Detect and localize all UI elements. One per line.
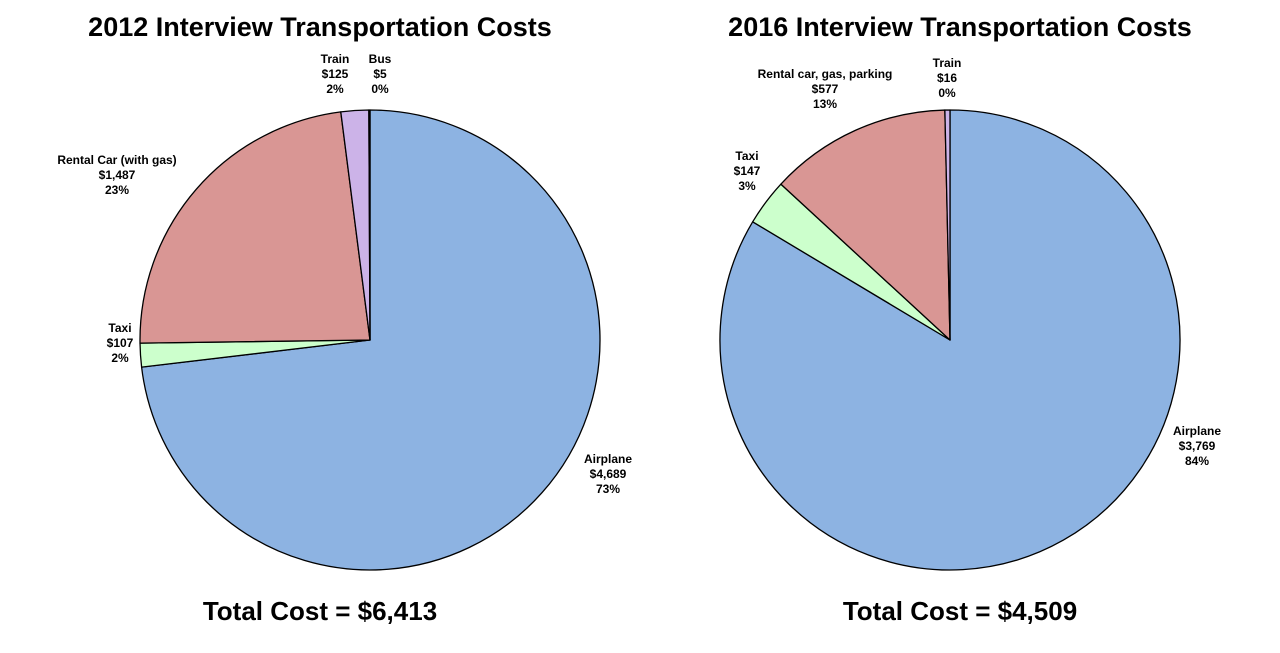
slice-label-value: $16 [936,71,958,85]
pie-slice-airplane [140,109,601,571]
slice-label-value: $5 [373,67,387,81]
pie-slice-train [944,109,951,341]
slice-label: Rental car, gas, parking $577 13% [758,67,893,112]
slice-label: Taxi $147 3% [734,149,761,194]
slice-label-percent: 84% [1184,454,1210,468]
slice-label-percent: 73% [595,482,621,496]
slice-label-name: Rental Car (with gas) [57,153,177,167]
pie-slice-rental-car-gas-parking [780,109,951,341]
slice-label: Taxi $107 2% [107,321,134,366]
slice-label-value: $125 [321,67,349,81]
slice-label-name: Train [320,52,350,66]
slice-label-name: Bus [368,52,392,66]
pie-2012 [139,109,601,571]
pie-slice-airplane [719,109,1181,571]
slice-label-value: $3,769 [1178,439,1216,453]
slice-label: Rental Car (with gas) $1,487 23% [57,153,176,198]
chart-2012: 2012 Interview Transportation Costs Airp… [57,12,632,626]
slice-label: Bus $5 0% [369,52,392,97]
total-cost: Total Cost = $4,509 [842,596,1078,626]
slice-label-value: $107 [106,336,134,350]
chart-title: 2016 Interview Transportation Costs [728,12,1192,42]
slice-label-percent: 23% [104,183,130,197]
slice-label-percent: 0% [371,82,389,96]
slice-label-value: $1,487 [98,168,136,182]
slice-label-percent: 3% [738,179,756,193]
chart-2016: 2016 Interview Transportation Costs Airp… [640,0,1280,653]
chart-title: 2012 Interview Transportation Costs [88,12,552,42]
total-cost: Total Cost = $6,413 [202,596,438,626]
pie-slice-rental-car-with-gas [139,111,371,344]
slice-label-name: Airplane [583,452,633,466]
slice-label-value: $4,689 [589,467,627,481]
slice-label-name: Taxi [108,321,132,335]
slice-label-percent: 0% [938,86,956,100]
slice-label-percent: 2% [326,82,344,96]
slice-label: Train $16 0% [933,56,962,101]
pie-slice-bus [368,109,371,341]
slice-label-name: Rental car, gas, parking [757,67,893,81]
slice-label: Train $125 2% [321,52,350,97]
slice-label-value: $147 [733,164,761,178]
slice-label-name: Train [932,56,962,70]
slice-label-percent: 13% [812,97,838,111]
slice-label: Airplane $4,689 73% [584,452,632,497]
slice-label-name: Airplane [1172,424,1222,438]
pie-2016 [719,109,1181,571]
slice-label-percent: 2% [111,351,129,365]
slice-label-value: $577 [811,82,839,96]
slice-label-name: Taxi [735,149,759,163]
slice-label: Airplane $3,769 84% [1173,424,1221,469]
